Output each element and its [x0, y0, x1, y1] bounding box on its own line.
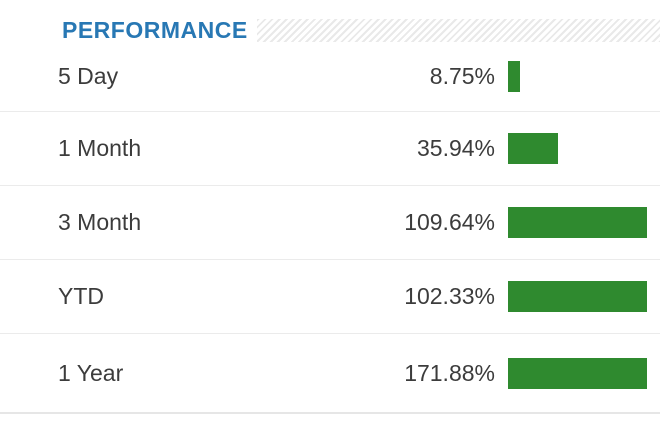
- row-value: 109.64%: [404, 209, 495, 235]
- row-value: 171.88%: [404, 359, 495, 386]
- row-bar-track: [508, 133, 647, 164]
- row-bar: [508, 357, 647, 389]
- row-bar: [508, 207, 647, 238]
- diagonal-hatch-decoration: [256, 19, 660, 42]
- performance-row: 1 Month 35.94%: [0, 112, 660, 186]
- performance-header: PERFORMANCE: [62, 19, 660, 42]
- row-value: 102.33%: [404, 283, 495, 309]
- row-label: 5 Day: [58, 63, 119, 89]
- performance-row: 3 Month 109.64%: [0, 186, 660, 260]
- row-label: 3 Month: [58, 209, 142, 235]
- row-value: 8.75%: [429, 63, 495, 89]
- row-bar-track: [508, 61, 647, 92]
- row-bar-track: [508, 281, 647, 312]
- performance-row: YTD 102.33%: [0, 260, 660, 334]
- row-bar: [508, 281, 647, 312]
- performance-title: PERFORMANCE: [62, 17, 248, 43]
- row-bar-track: [508, 207, 647, 238]
- row-label: 1 Month: [58, 135, 142, 161]
- row-label: YTD: [58, 283, 104, 309]
- row-bar: [508, 133, 558, 164]
- row-label: 1 Year: [58, 359, 124, 386]
- row-value: 35.94%: [416, 135, 495, 161]
- row-bar-track: [508, 357, 647, 389]
- performance-rows: 5 Day 8.75% 1 Month 35.94% 3 Month 109.64% YTD…: [0, 42, 660, 414]
- row-bar: [508, 61, 520, 92]
- performance-row: 1 Year 171.88%: [0, 334, 660, 414]
- performance-row: 5 Day 8.75%: [0, 42, 660, 112]
